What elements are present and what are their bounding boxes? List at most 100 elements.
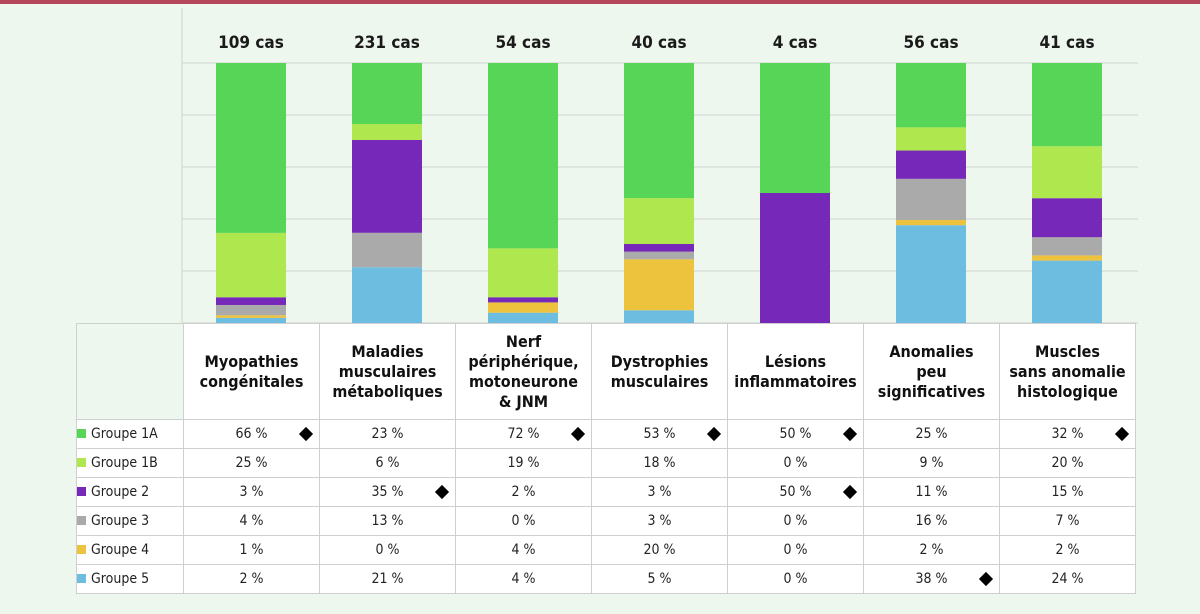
percent-cell: 2 % xyxy=(863,535,1000,565)
case-count-label: 109 cas xyxy=(218,33,284,53)
table-row: Groupe 2 3 % 35 % 2 % 3 % 50 % 11 % 15 % xyxy=(76,477,1136,507)
case-count-label: 40 cas xyxy=(631,33,686,53)
table-row: Groupe 3 4 % 13 % 0 % 3 % 0 % 16 % 7 % xyxy=(76,506,1136,536)
legend-swatch xyxy=(77,487,86,496)
case-count-label: 231 cas xyxy=(354,33,420,53)
bar-segment-groupe-4 xyxy=(1032,255,1102,261)
case-count-label: 4 cas xyxy=(773,33,817,53)
percent-cell: 2 % xyxy=(455,477,592,507)
percent-value: 72 % xyxy=(507,426,540,442)
percent-value: 7 % xyxy=(1055,513,1080,529)
data-table: Myopathies congénitales Maladies musculai… xyxy=(76,323,1136,594)
majority-diamond-icon xyxy=(842,484,858,500)
percent-cell: 11 % xyxy=(863,477,1000,507)
percent-value: 13 % xyxy=(371,513,404,529)
bar-segment-groupe-2 xyxy=(896,150,966,179)
majority-diamond-icon xyxy=(706,426,722,442)
legend-label: Groupe 5 xyxy=(91,571,150,587)
legend-entry: Groupe 1B xyxy=(76,448,184,478)
percent-value: 3 % xyxy=(647,484,672,500)
legend-label: Groupe 2 xyxy=(91,484,150,500)
legend-label: Groupe 3 xyxy=(91,513,150,529)
percent-value: 0 % xyxy=(375,542,400,558)
majority-diamond-icon xyxy=(978,571,994,587)
bar-segment-groupe-2 xyxy=(624,243,694,252)
legend-label: Groupe 1A xyxy=(91,426,158,442)
percent-value: 24 % xyxy=(1051,571,1084,587)
percent-value: 18 % xyxy=(643,455,676,471)
bar-segment-groupe-1a xyxy=(760,63,830,193)
percent-value: 0 % xyxy=(511,513,536,529)
percent-value: 25 % xyxy=(915,426,948,442)
percent-cell: 32 % xyxy=(999,419,1136,449)
percent-value: 3 % xyxy=(239,484,264,500)
percent-cell: 3 % xyxy=(591,506,728,536)
bar-segment-groupe-3 xyxy=(896,178,966,221)
percent-cell: 7 % xyxy=(999,506,1136,536)
percent-value: 20 % xyxy=(643,542,676,558)
percent-value: 0 % xyxy=(783,455,808,471)
legend-swatch xyxy=(77,574,86,583)
bar-segment-groupe-2 xyxy=(488,297,558,303)
percent-value: 3 % xyxy=(647,513,672,529)
table-row: Groupe 4 1 % 0 % 4 % 20 % 0 % 2 % 2 % xyxy=(76,535,1136,565)
percent-value: 2 % xyxy=(919,542,944,558)
bar-segment-groupe-2 xyxy=(1032,198,1102,238)
percent-value: 23 % xyxy=(371,426,404,442)
bars xyxy=(216,63,1102,323)
bar-segment-groupe-3 xyxy=(216,304,286,316)
case-count-label: 54 cas xyxy=(495,33,550,53)
percent-value: 5 % xyxy=(647,571,672,587)
percent-cell: 19 % xyxy=(455,448,592,478)
bar-segment-groupe-5 xyxy=(896,225,966,323)
percent-cell: 66 % xyxy=(183,419,320,449)
legend-label: Groupe 4 xyxy=(91,542,150,558)
percent-cell: 6 % xyxy=(319,448,456,478)
bar-segment-groupe-3 xyxy=(624,251,694,260)
bar-segment-groupe-1a xyxy=(352,63,422,125)
table-row: Groupe 5 2 % 21 % 4 % 5 % 0 % 38 % 24 % xyxy=(76,564,1136,594)
percent-value: 15 % xyxy=(1051,484,1084,500)
percent-cell: 25 % xyxy=(183,448,320,478)
category-header-row: Myopathies congénitales Maladies musculai… xyxy=(76,323,1136,420)
legend-swatch xyxy=(77,545,86,554)
legend-swatch xyxy=(77,429,86,438)
bar-segment-groupe-1b xyxy=(216,232,286,298)
percent-cell: 4 % xyxy=(455,564,592,594)
percent-cell: 2 % xyxy=(183,564,320,594)
majority-diamond-icon xyxy=(298,426,314,442)
percent-value: 0 % xyxy=(783,513,808,529)
bar-segment-groupe-4 xyxy=(488,302,558,313)
bar-segment-groupe-1b xyxy=(1032,146,1102,199)
category-label: Lésions inflammatoires xyxy=(727,323,864,420)
percent-cell: 20 % xyxy=(591,535,728,565)
percent-cell: 50 % xyxy=(727,477,864,507)
percent-cell: 38 % xyxy=(863,564,1000,594)
percent-cell: 16 % xyxy=(863,506,1000,536)
header-corner xyxy=(76,323,184,420)
majority-diamond-icon xyxy=(570,426,586,442)
category-label: Muscles sans anomalie histologique xyxy=(999,323,1136,420)
percent-value: 6 % xyxy=(375,455,400,471)
table-row: Groupe 1A 66 % 23 % 72 % 53 % 50 % 25 % 32 % xyxy=(76,419,1136,449)
percent-cell: 20 % xyxy=(999,448,1136,478)
bar-segment-groupe-5 xyxy=(352,267,422,323)
percent-value: 35 % xyxy=(371,484,404,500)
percent-value: 53 % xyxy=(643,426,676,442)
percent-cell: 25 % xyxy=(863,419,1000,449)
percent-value: 32 % xyxy=(1051,426,1084,442)
bar-segment-groupe-2 xyxy=(760,193,830,323)
percent-cell: 1 % xyxy=(183,535,320,565)
bar-segment-groupe-1b xyxy=(488,248,558,298)
majority-diamond-icon xyxy=(434,484,450,500)
bar-segment-groupe-4 xyxy=(896,220,966,226)
bar-segment-groupe-5 xyxy=(216,317,286,323)
percent-cell: 23 % xyxy=(319,419,456,449)
table-body: Groupe 1A 66 % 23 % 72 % 53 % 50 % 25 % 32 % Gro… xyxy=(76,419,1136,594)
stacked-bar-chart: 109 cas 231 cas 54 cas 40 cas 4 cas 56 cas 41 … xyxy=(181,8,1138,324)
bar-segment-groupe-1b xyxy=(352,124,422,140)
percent-cell: 53 % xyxy=(591,419,728,449)
percent-value: 25 % xyxy=(235,455,268,471)
percent-cell: 4 % xyxy=(183,506,320,536)
percent-value: 38 % xyxy=(915,571,948,587)
